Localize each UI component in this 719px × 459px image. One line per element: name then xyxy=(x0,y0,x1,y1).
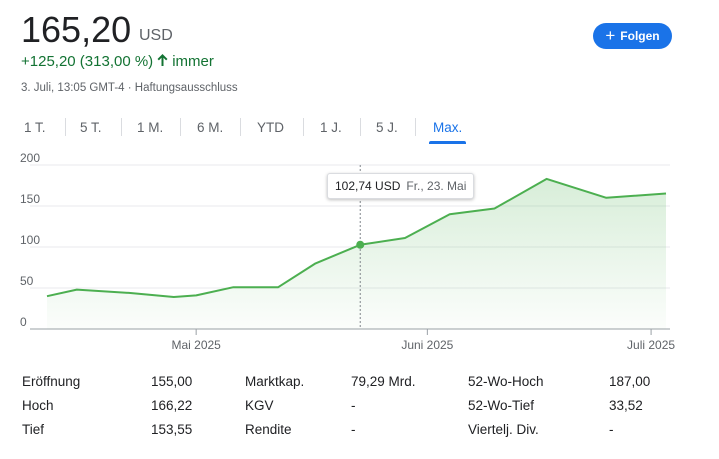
price-line xyxy=(46,177,667,298)
tooltip-date: Fr., 23. Mai xyxy=(406,179,467,193)
quote-meta: 3. Juli, 13:05 GMT-4 · Haftungsausschlus… xyxy=(21,82,238,94)
stat-value: 79,29 Mrd. xyxy=(351,374,416,389)
stat-value: - xyxy=(609,422,614,437)
tab-1y[interactable]: 1 J. xyxy=(320,120,342,135)
stat-value: 33,52 xyxy=(609,398,643,413)
stat-value: 155,00 xyxy=(151,374,193,389)
stat-label: KGV xyxy=(245,398,274,413)
tab-divider xyxy=(415,118,416,136)
y-axis: 0 50 100 150 200 xyxy=(20,151,40,329)
tab-5y[interactable]: 5 J. xyxy=(376,120,398,135)
tab-1m[interactable]: 1 M. xyxy=(137,120,164,135)
x-tick-label: Mai 2025 xyxy=(171,338,221,352)
tab-ytd[interactable]: YTD xyxy=(257,120,284,135)
price-change: +125,20 (313,00 %) immer xyxy=(21,53,214,70)
hover-point xyxy=(356,240,365,249)
stat-label: 52-Wo-Hoch xyxy=(468,374,544,389)
stat-label: Hoch xyxy=(22,398,54,413)
tooltip-value: 102,74 USD xyxy=(335,179,401,193)
tab-5d[interactable]: 5 T. xyxy=(80,120,102,135)
plus-icon: + xyxy=(605,25,616,45)
follow-label: Folgen xyxy=(620,29,660,43)
change-period: immer xyxy=(172,53,214,70)
x-tick-label: Juli 2025 xyxy=(627,338,675,352)
stat-label: Eröffnung xyxy=(22,374,81,389)
stat-label: Tief xyxy=(22,422,45,437)
price-chart[interactable]: 0 50 100 150 200 Mai 2025 Juni 2025 Juli 2025 xyxy=(0,150,719,360)
tab-divider xyxy=(180,118,181,136)
chart-tooltip: 102,74 USD Fr., 23. Mai xyxy=(327,173,475,199)
y-tick-label: 150 xyxy=(20,192,40,206)
stat-value: 153,55 xyxy=(151,422,193,437)
x-axis: Mai 2025 Juni 2025 Juli 2025 xyxy=(171,329,675,352)
stat-label: Marktkap. xyxy=(245,374,305,389)
y-tick-label: 200 xyxy=(20,151,40,165)
follow-button[interactable]: + Folgen xyxy=(593,23,672,49)
arrow-up-icon xyxy=(157,53,168,70)
y-tick-label: 100 xyxy=(20,233,40,247)
currency: USD xyxy=(139,27,173,44)
tab-divider xyxy=(360,118,361,136)
stat-label: Rendite xyxy=(245,422,292,437)
tab-divider xyxy=(65,118,66,136)
tab-1d[interactable]: 1 T. xyxy=(24,120,46,135)
tab-divider xyxy=(240,118,241,136)
stat-value: 166,22 xyxy=(151,398,193,413)
price-area xyxy=(47,178,666,329)
change-value: +125,20 (313,00 %) xyxy=(21,53,154,70)
x-tick-label: Juni 2025 xyxy=(401,338,453,352)
tab-6m[interactable]: 6 M. xyxy=(197,120,224,135)
range-tabs: 1 T. 5 T. 1 M. 6 M. YTD 1 J. 5 J. Max. xyxy=(0,116,480,144)
stat-value: - xyxy=(351,422,356,437)
tab-max[interactable]: Max. xyxy=(428,116,467,144)
tab-divider xyxy=(121,118,122,136)
y-tick-label: 50 xyxy=(20,274,34,288)
y-tick-label: 0 xyxy=(20,315,27,329)
stat-value: 187,00 xyxy=(609,374,651,389)
stat-label: Viertelj. Div. xyxy=(468,422,539,437)
stat-label: 52-Wo-Tief xyxy=(468,398,535,413)
price: 165,20 xyxy=(21,9,132,50)
tab-divider xyxy=(303,118,304,136)
stat-value: - xyxy=(351,398,356,413)
